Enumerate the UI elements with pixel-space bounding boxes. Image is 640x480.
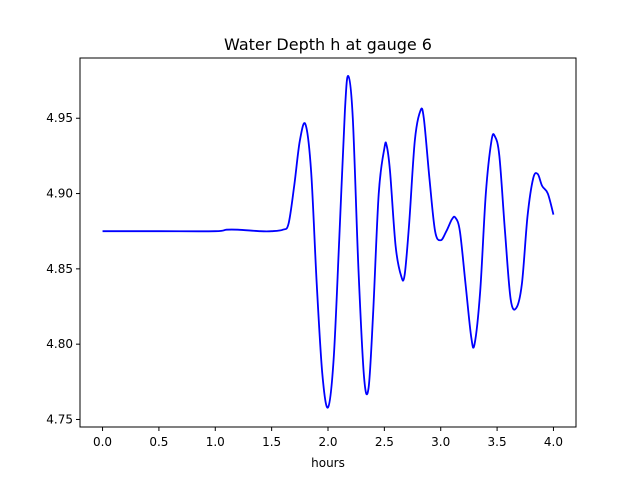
x-tick-label: 3.5 [488,435,507,449]
x-tick-label: 4.0 [544,435,563,449]
x-tick-label: 1.0 [206,435,225,449]
y-tick-label: 4.75 [46,412,73,426]
chart-title: Water Depth h at gauge 6 [224,35,432,54]
x-tick-label: 2.0 [318,435,337,449]
x-axis-label: hours [311,456,345,470]
x-tick-label: 2.5 [375,435,394,449]
plot-frame [79,57,577,428]
series-line-gauge-6 [102,75,555,409]
y-tick-label: 4.90 [46,187,73,201]
x-tick-label: 3.0 [431,435,450,449]
x-tick-label: 1.5 [262,435,281,449]
x-axis: 0.0 0.5 1.0 1.5 2.0 2.5 3.0 3.5 4.0 [93,427,563,449]
y-tick-label: 4.85 [46,262,73,276]
plot-area [79,57,577,428]
x-tick-label: 0.0 [93,435,112,449]
x-tick-label: 0.5 [149,435,168,449]
y-tick-label: 4.95 [46,111,73,125]
y-axis: 4.75 4.80 4.85 4.90 4.95 [46,111,80,426]
y-tick-label: 4.80 [46,337,73,351]
